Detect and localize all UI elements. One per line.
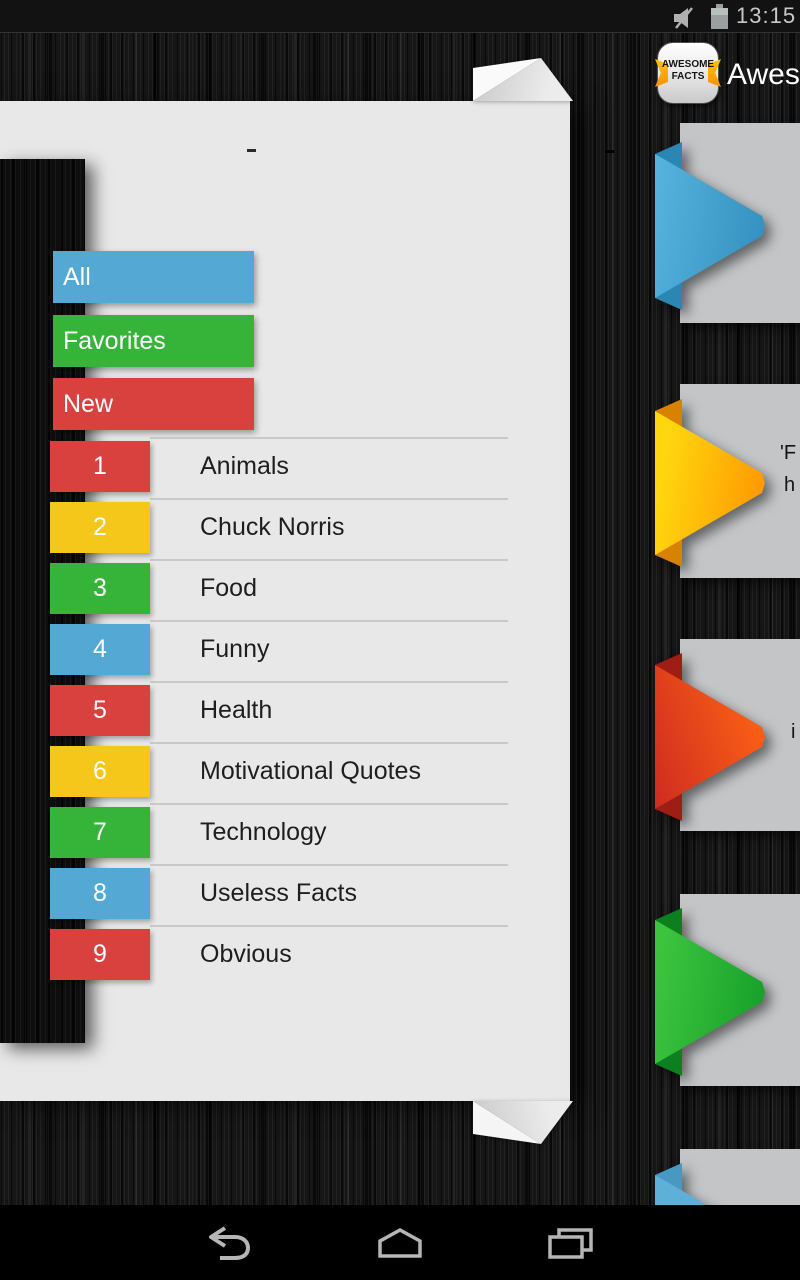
category-row-technology[interactable]: 7 Technology <box>50 807 508 858</box>
category-row-funny[interactable]: 4 Funny <box>50 624 508 675</box>
category-row-food[interactable]: 3 Food <box>50 563 508 614</box>
list-divider <box>150 681 508 683</box>
category-number-badge: 1 <box>50 441 150 492</box>
app-background: All Favorites New 1 Animals 2 Chuck Norr… <box>0 32 800 1205</box>
app-icon: AWESOME FACTS <box>655 43 721 103</box>
category-label: Obvious <box>200 940 292 968</box>
app-icon-wing-right <box>708 59 721 87</box>
status-time: 13:15 <box>736 3 797 28</box>
category-row-animals[interactable]: 1 Animals <box>50 441 508 492</box>
category-number-badge: 5 <box>50 685 150 736</box>
tick-mark <box>247 149 256 152</box>
category-label: Animals <box>200 452 289 480</box>
category-number-badge: 3 <box>50 563 150 614</box>
paper-fold-bottom-icon <box>470 1100 576 1146</box>
category-number-badge: 9 <box>50 929 150 980</box>
category-label: Chuck Norris <box>200 513 345 541</box>
filter-new-button[interactable]: New <box>53 378 254 430</box>
category-row-chuck-norris[interactable]: 2 Chuck Norris <box>50 502 508 553</box>
category-label: Funny <box>200 635 270 663</box>
filter-favorites-label: Favorites <box>63 327 166 355</box>
list-divider <box>150 803 508 805</box>
category-label: Useless Facts <box>200 879 357 907</box>
category-row-motivational-quotes[interactable]: 6 Motivational Quotes <box>50 746 508 797</box>
category-number-badge: 2 <box>50 502 150 553</box>
fact-card[interactable] <box>680 1149 800 1205</box>
fact-text-fragment: h <box>784 474 796 496</box>
category-row-health[interactable]: 5 Health <box>50 685 508 736</box>
recents-button[interactable] <box>540 1219 600 1267</box>
android-nav-bar <box>0 1205 800 1280</box>
battery-icon <box>711 4 728 29</box>
list-divider <box>150 498 508 500</box>
list-divider <box>150 742 508 744</box>
category-label: Health <box>200 696 273 724</box>
app-icon-text-line2: FACTS <box>671 71 705 82</box>
list-divider <box>150 559 508 561</box>
category-label: Food <box>200 574 257 602</box>
list-divider <box>150 437 508 439</box>
filter-all-button[interactable]: All <box>53 251 254 303</box>
fact-ribbon-arrow-icon <box>655 140 765 312</box>
fact-text-fragment: i <box>791 721 796 743</box>
category-label: Motivational Quotes <box>200 757 421 785</box>
fact-ribbon-arrow-icon <box>655 651 765 823</box>
fact-text-fragment: 'F <box>780 442 797 464</box>
app-icon-wing-left <box>655 59 668 87</box>
status-bar: 13:15 <box>0 0 800 32</box>
category-row-obvious[interactable]: 9 Obvious <box>50 929 508 980</box>
paper-fold-top-icon <box>470 56 576 102</box>
fact-ribbon-arrow-icon <box>655 397 765 569</box>
tick-mark <box>605 150 614 153</box>
list-divider <box>150 864 508 866</box>
category-row-useless-facts[interactable]: 8 Useless Facts <box>50 868 508 919</box>
recent-apps-icon <box>548 1228 593 1259</box>
filter-favorites-button[interactable]: Favorites <box>53 315 254 367</box>
home-button[interactable] <box>370 1219 430 1267</box>
list-divider <box>150 620 508 622</box>
category-number-badge: 8 <box>50 868 150 919</box>
back-arrow-icon <box>209 1226 251 1260</box>
home-icon <box>378 1228 422 1258</box>
filter-new-label: New <box>63 390 114 418</box>
category-number-badge: 6 <box>50 746 150 797</box>
category-number-badge: 7 <box>50 807 150 858</box>
page-title: Aweso <box>727 58 800 91</box>
app-icon-text-line1: AWESOME <box>661 59 715 70</box>
mute-icon <box>674 7 693 29</box>
fact-ribbon-arrow-icon <box>655 906 765 1078</box>
back-button[interactable] <box>198 1219 258 1267</box>
list-divider <box>150 925 508 927</box>
fact-ribbon-arrow-icon <box>655 1161 765 1205</box>
category-number-badge: 4 <box>50 624 150 675</box>
filter-all-label: All <box>63 263 91 291</box>
category-label: Technology <box>200 818 327 846</box>
